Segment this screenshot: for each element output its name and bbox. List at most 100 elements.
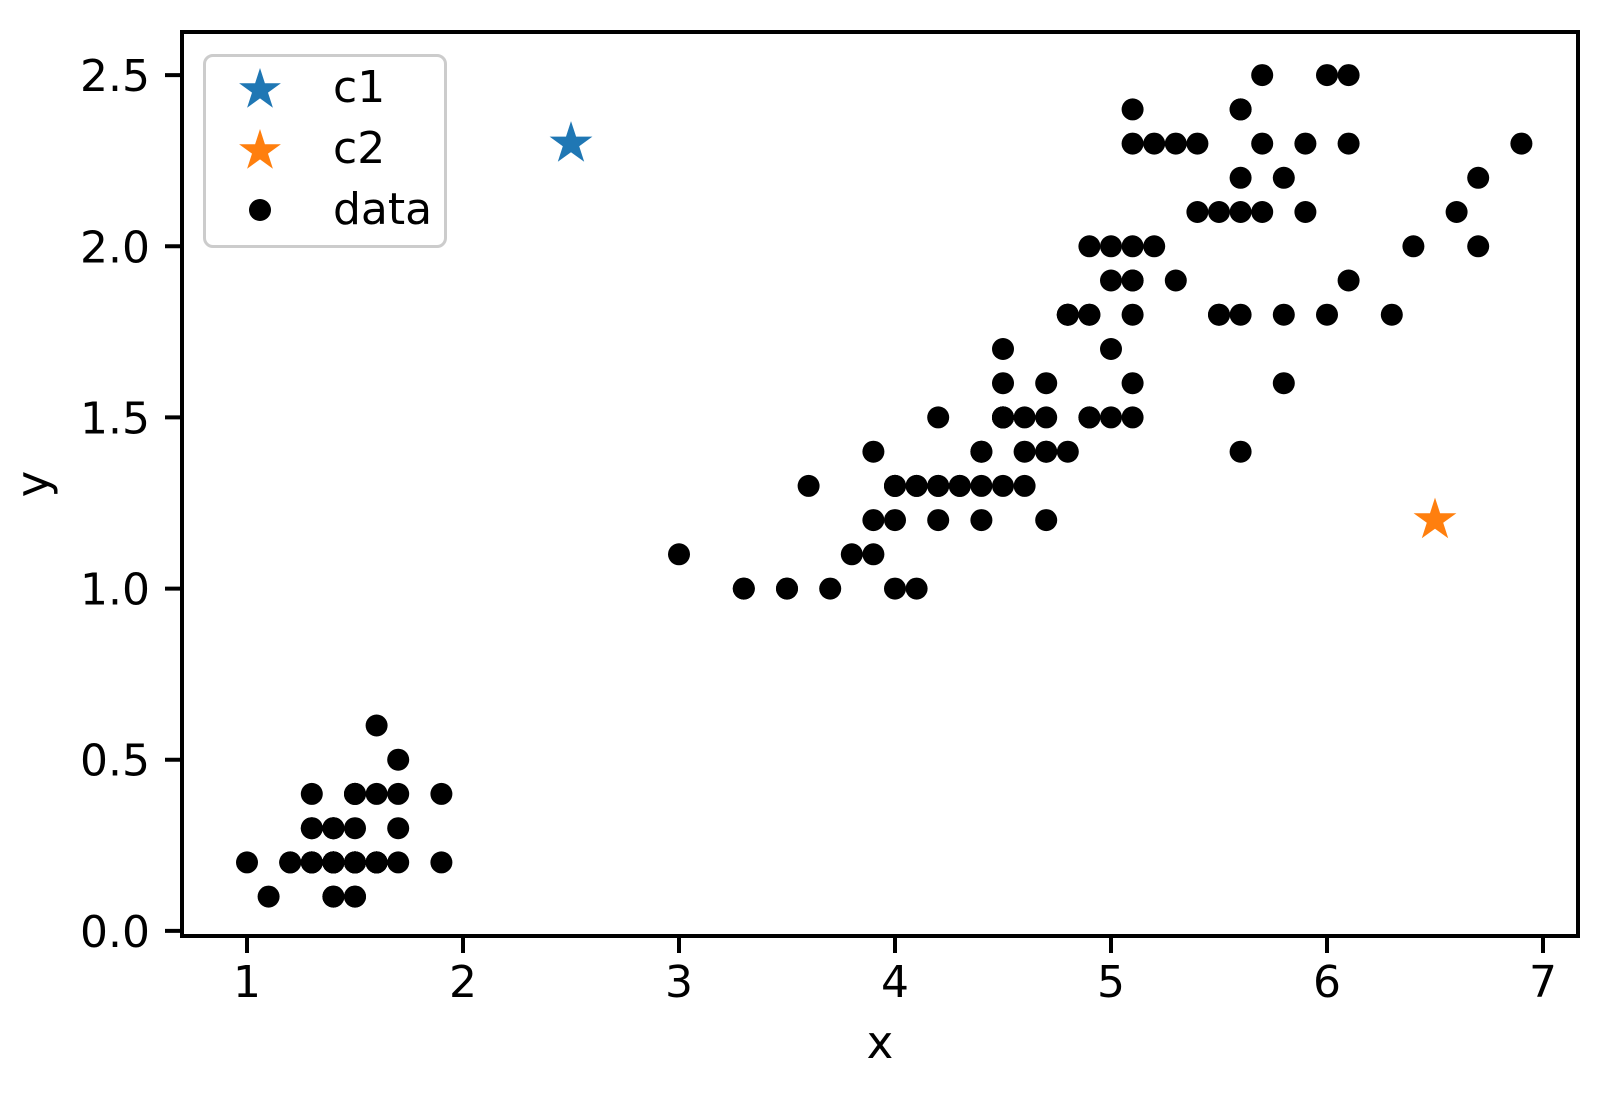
data-point xyxy=(365,782,388,805)
data-point xyxy=(1121,132,1144,155)
data-point xyxy=(1229,201,1252,223)
legend-item-data: data xyxy=(206,179,444,240)
x-tick-label: 7 xyxy=(1529,957,1557,1008)
data-point xyxy=(236,851,258,874)
legend-label-c2: c2 xyxy=(333,122,386,174)
data-point xyxy=(776,577,798,600)
x-tick-label: 5 xyxy=(1097,957,1125,1008)
data-point xyxy=(1143,235,1166,258)
data-point xyxy=(1229,303,1252,326)
legend-item-c1: c1 xyxy=(206,57,444,118)
data-point xyxy=(279,851,302,874)
data-point xyxy=(344,851,366,874)
c2-star-icon xyxy=(239,128,281,169)
data-point xyxy=(1013,406,1036,429)
data-point xyxy=(1229,440,1252,463)
data-point xyxy=(387,748,410,771)
data-point xyxy=(884,474,906,497)
data-point xyxy=(905,474,928,497)
data-point xyxy=(862,543,885,566)
data-point xyxy=(927,509,950,532)
data-point xyxy=(970,474,993,497)
data-point xyxy=(1100,406,1122,429)
data-point xyxy=(1510,132,1533,155)
data-point xyxy=(1272,166,1295,189)
x-axis-label: x xyxy=(867,1016,894,1069)
data-point xyxy=(970,440,993,463)
y-tick-label: 1.5 xyxy=(80,393,150,444)
data-point xyxy=(1316,64,1338,87)
data-point xyxy=(927,474,950,497)
data-point xyxy=(970,509,993,532)
data-point xyxy=(1316,303,1338,326)
data-point xyxy=(732,577,755,600)
data-point xyxy=(344,885,366,908)
data-point xyxy=(1337,132,1360,155)
centroid-c2-star xyxy=(1413,497,1457,539)
data-point xyxy=(1056,440,1079,463)
data-point xyxy=(300,851,323,874)
data-point xyxy=(1272,303,1295,326)
data-point xyxy=(1100,338,1122,360)
data-point xyxy=(1121,269,1144,292)
data-point xyxy=(1121,235,1144,258)
data-point xyxy=(948,474,971,497)
data-point xyxy=(1229,98,1252,121)
data-dot-icon xyxy=(249,198,271,221)
data-point xyxy=(1121,98,1144,121)
y-tick-label: 0.0 xyxy=(80,907,150,958)
x-tick-label: 6 xyxy=(1313,957,1341,1008)
data-point xyxy=(1078,235,1101,258)
data-point xyxy=(1121,406,1144,429)
data-point xyxy=(1186,201,1209,223)
data-point xyxy=(1035,406,1058,429)
data-point xyxy=(1337,64,1360,87)
data-point xyxy=(365,851,388,874)
data-point xyxy=(1251,132,1274,155)
data-point xyxy=(257,885,280,908)
data-point xyxy=(322,817,345,840)
data-point xyxy=(668,543,690,566)
data-point xyxy=(1272,372,1295,395)
data-point xyxy=(884,577,906,600)
data-point xyxy=(884,509,906,532)
data-point xyxy=(322,885,345,908)
data-point xyxy=(1143,132,1166,155)
y-tick-label: 2.5 xyxy=(80,51,150,102)
data-point xyxy=(1467,166,1490,189)
data-point xyxy=(300,817,323,840)
plot-contents: 1 2 3 4 5 6 7 0.0 0.5 1.0 1.5 2.0 2.5 xyxy=(80,30,1580,1008)
data-point xyxy=(1013,440,1036,463)
data-point xyxy=(430,782,453,805)
data-point xyxy=(992,406,1014,429)
data-point xyxy=(862,440,885,463)
data-point xyxy=(992,338,1014,360)
data-point xyxy=(1035,509,1058,532)
data-point xyxy=(1229,166,1252,189)
data-point xyxy=(1251,201,1274,223)
data-point xyxy=(992,372,1014,395)
data-point xyxy=(1078,406,1101,429)
legend-item-c2: c2 xyxy=(206,118,444,179)
data-point xyxy=(387,782,410,805)
data-point xyxy=(1164,132,1187,155)
c2-star-glyph xyxy=(239,128,281,169)
data-point xyxy=(1445,201,1468,223)
c1-star-icon xyxy=(239,67,281,108)
y-tick-label: 0.5 xyxy=(80,736,150,787)
data-point xyxy=(1186,132,1209,155)
data-point xyxy=(1035,372,1058,395)
data-point xyxy=(819,577,842,600)
x-tick-label: 1 xyxy=(233,957,261,1008)
legend-label-data: data xyxy=(333,183,433,235)
data-point xyxy=(797,474,820,497)
data-point xyxy=(1013,474,1036,497)
data-point xyxy=(1035,440,1058,463)
data-dot-glyph xyxy=(249,198,271,221)
data-point xyxy=(365,714,388,737)
c1-star-glyph xyxy=(239,67,281,108)
data-point xyxy=(1078,303,1101,326)
